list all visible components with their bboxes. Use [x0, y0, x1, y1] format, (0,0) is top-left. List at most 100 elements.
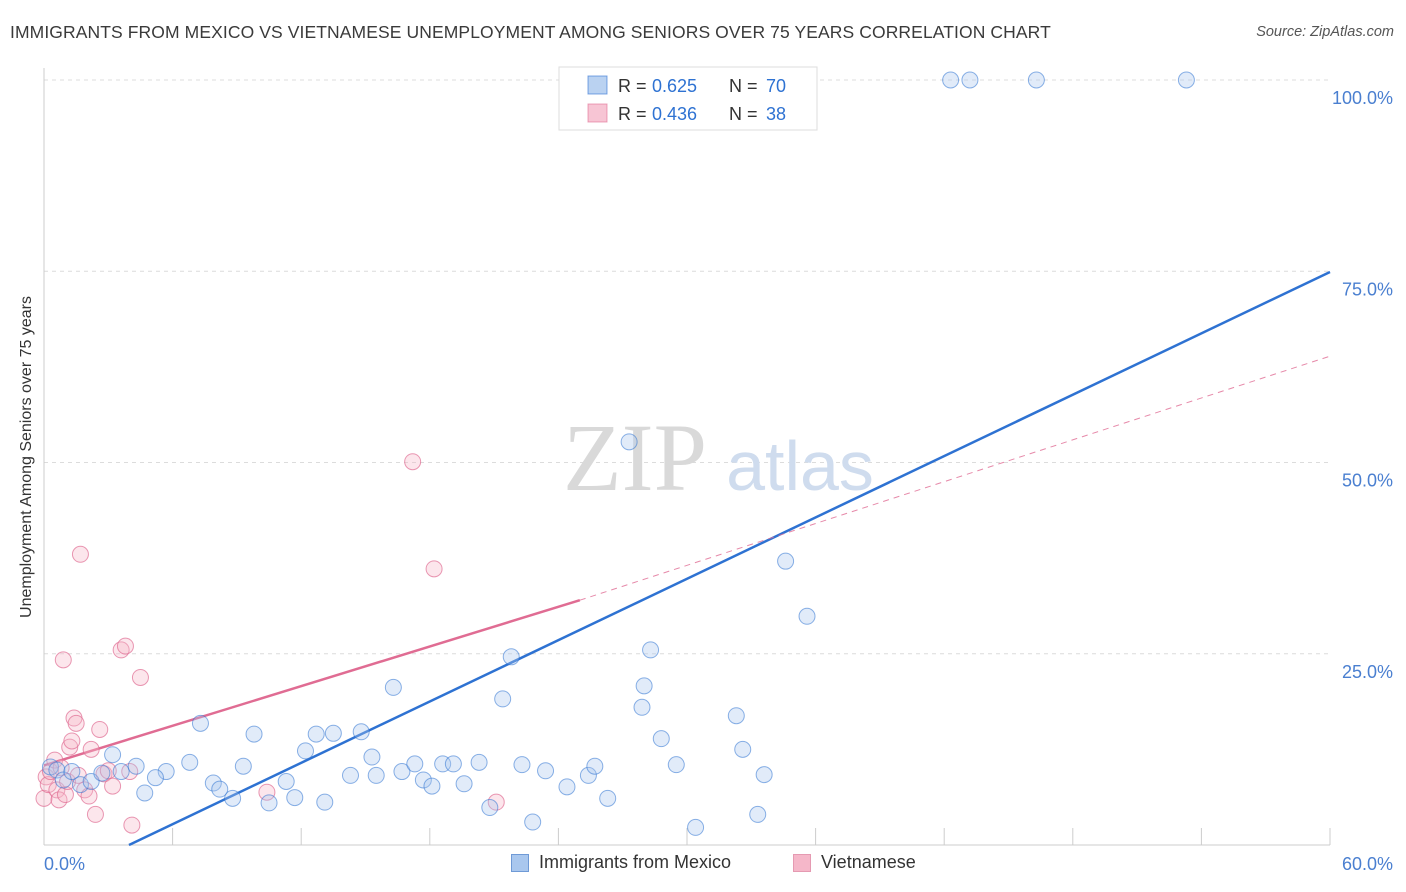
- mexico-point: [211, 780, 229, 798]
- mexico-point: [157, 763, 175, 781]
- mexico-point: [277, 773, 295, 791]
- mexico-point: [633, 698, 651, 716]
- legend-r-value-2: 0.436: [652, 104, 697, 124]
- mexico-point: [481, 799, 499, 817]
- mexico-point: [537, 762, 555, 780]
- mexico-points: [41, 71, 1195, 836]
- legend-label-mexico: Immigrants from Mexico: [539, 852, 732, 872]
- mexico-point: [181, 753, 199, 771]
- mexico-point: [224, 789, 242, 807]
- mexico-point: [599, 789, 617, 807]
- legend-n-value-2: 38: [766, 104, 786, 124]
- vietnamese-points: [35, 453, 505, 834]
- legend-item-vietnamese: Vietnamese: [793, 852, 916, 873]
- mexico-point: [687, 818, 705, 836]
- mexico-point: [341, 766, 359, 784]
- legend-swatch-blue: [587, 75, 608, 95]
- mexico-point: [961, 71, 979, 89]
- mexico-point: [63, 763, 81, 781]
- mexico-point: [296, 742, 314, 760]
- mexico-point: [367, 766, 385, 784]
- mexico-point: [260, 794, 278, 812]
- vietnamese-point: [63, 732, 81, 750]
- mexico-point: [727, 707, 745, 725]
- vietnamese-point: [116, 637, 134, 655]
- vietnamese-point: [104, 777, 122, 795]
- mexico-point: [620, 433, 638, 451]
- watermark: ZIP atlas: [563, 404, 874, 511]
- mexico-point: [942, 71, 960, 89]
- mexico-point: [502, 648, 520, 666]
- vietnamese-point: [67, 714, 85, 732]
- source-credit: Source: ZipAtlas.com: [1256, 24, 1394, 40]
- mexico-point: [455, 775, 473, 793]
- chart-title: IMMIGRANTS FROM MEXICO VS VIETNAMESE UNE…: [10, 22, 1051, 42]
- mexico-point: [667, 756, 685, 774]
- vietnamese-point: [91, 720, 109, 738]
- mexico-point: [1177, 71, 1195, 89]
- vietnamese-point: [71, 545, 89, 563]
- y-tick-label: 50.0%: [1342, 471, 1393, 491]
- legend-r-label-1: R =: [618, 76, 647, 96]
- vietnamese-trend-line: [43, 599, 581, 767]
- mexico-point: [191, 714, 209, 732]
- mexico-point: [494, 690, 512, 708]
- mexico-point: [755, 766, 773, 784]
- y-tick-label: 100.0%: [1332, 88, 1393, 108]
- watermark-atlas: atlas: [726, 427, 874, 505]
- legend-item-mexico: Immigrants from Mexico: [511, 852, 731, 873]
- legend-n-value-1: 70: [766, 76, 786, 96]
- legend-n-label-2: N =: [729, 104, 758, 124]
- vietnamese-point: [86, 805, 104, 823]
- mexico-point: [777, 552, 795, 570]
- mexico-point: [245, 725, 263, 743]
- trend-lines: [43, 270, 1331, 847]
- bottom-legend: Immigrants from Mexico Vietnamese: [0, 852, 1406, 876]
- legend-r-value-1: 0.625: [652, 76, 697, 96]
- mexico-point: [112, 763, 130, 781]
- mexico-point: [406, 755, 424, 773]
- mexico-point: [524, 813, 542, 831]
- mexico-point: [104, 746, 122, 764]
- legend-swatch-vietnamese: [793, 853, 811, 872]
- mexico-point: [1027, 71, 1045, 89]
- mexico-point: [749, 805, 767, 823]
- mexico-point: [444, 755, 462, 773]
- vietnamese-point: [82, 740, 100, 758]
- mexico-point: [558, 778, 576, 796]
- tick-labels: 25.0% 50.0% 75.0% 100.0% 0.0% 60.0%: [44, 88, 1393, 874]
- vietnamese-point: [56, 786, 74, 804]
- mexico-point: [635, 677, 653, 695]
- x-tick-label: 60.0%: [1342, 854, 1393, 874]
- legend-swatch-mexico: [511, 853, 529, 872]
- mexico-point: [798, 607, 816, 625]
- mexico-point: [423, 777, 441, 795]
- vietnamese-point: [123, 816, 141, 834]
- legend-n-label-1: N =: [729, 76, 758, 96]
- mexico-point: [513, 756, 531, 774]
- gridlines: [44, 79, 1330, 655]
- mexico-point: [307, 725, 325, 743]
- mexico-point: [734, 740, 752, 758]
- vietnamese-point: [425, 560, 443, 578]
- y-tick-label: 25.0%: [1342, 662, 1393, 682]
- vietnamese-point: [404, 453, 422, 471]
- mexico-point: [48, 761, 66, 779]
- legend-swatch-pink: [587, 103, 608, 123]
- mexico-point: [71, 776, 89, 794]
- legend-label-vietnamese: Vietnamese: [821, 852, 916, 872]
- mexico-point: [324, 724, 342, 742]
- mexico-point: [234, 757, 252, 775]
- mexico-point: [204, 774, 222, 792]
- correlation-legend: R = 0.625 N = 70 R = 0.436 N = 38: [558, 66, 818, 131]
- mexico-point: [470, 753, 488, 771]
- x-tick-label: 0.0%: [44, 854, 85, 874]
- vietnamese-point: [41, 763, 59, 781]
- y-tick-label: 75.0%: [1342, 279, 1393, 299]
- mexico-point: [414, 771, 432, 789]
- vietnamese-point: [35, 789, 53, 807]
- mexico-point: [393, 763, 411, 781]
- axes: [43, 68, 1331, 846]
- mexico-point: [352, 723, 370, 741]
